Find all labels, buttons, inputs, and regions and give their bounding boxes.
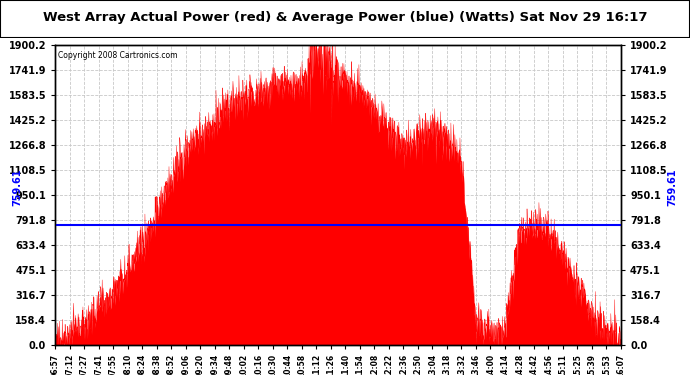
Text: 759.61: 759.61 bbox=[12, 169, 22, 206]
Text: West Array Actual Power (red) & Average Power (blue) (Watts) Sat Nov 29 16:17: West Array Actual Power (red) & Average … bbox=[43, 11, 647, 24]
Text: 759.61: 759.61 bbox=[668, 169, 678, 206]
Text: Copyright 2008 Cartronics.com: Copyright 2008 Cartronics.com bbox=[58, 51, 177, 60]
